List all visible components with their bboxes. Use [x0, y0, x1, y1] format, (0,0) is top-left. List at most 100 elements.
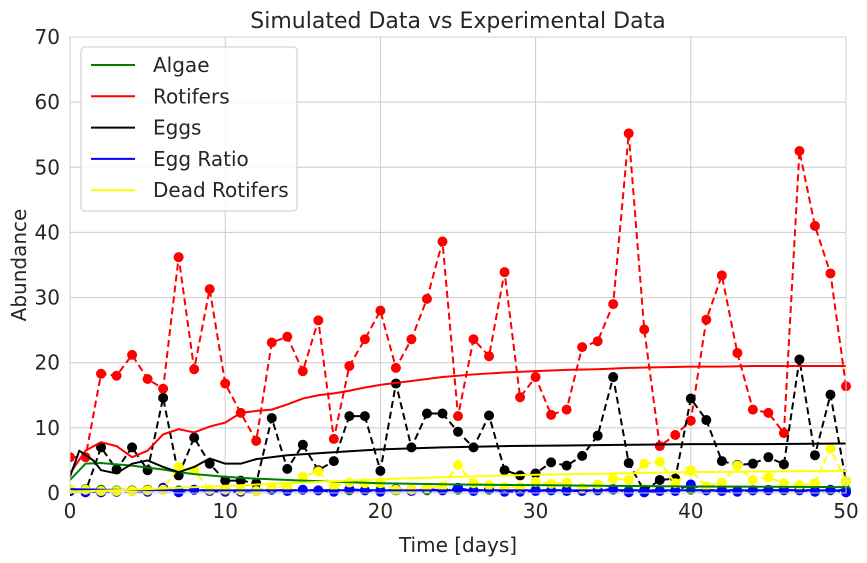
- experimental-point: [530, 372, 541, 383]
- experimental-point: [468, 334, 479, 345]
- experimental-point: [623, 474, 634, 485]
- experimental-point: [778, 428, 789, 439]
- experimental-point: [499, 465, 510, 476]
- legend-label: Egg Ratio: [153, 147, 249, 171]
- experimental-point: [763, 472, 774, 483]
- experimental-point: [608, 473, 619, 484]
- experimental-point: [794, 146, 805, 156]
- experimental-point: [375, 305, 386, 316]
- experimental-point: [437, 408, 448, 419]
- y-tick-label: 70: [35, 25, 60, 49]
- y-tick-label: 30: [35, 286, 60, 310]
- experimental-point: [328, 456, 339, 467]
- experimental-point: [437, 236, 448, 247]
- experimental-point: [577, 450, 588, 461]
- experimental-point: [608, 299, 619, 310]
- experimental-point: [561, 460, 572, 471]
- experimental-point: [685, 393, 696, 404]
- experimental-point: [251, 435, 262, 446]
- experimental-point: [561, 404, 572, 415]
- experimental-point: [204, 284, 215, 295]
- experimental-point: [809, 486, 820, 497]
- experimental-point: [778, 459, 789, 470]
- chart-title: Simulated Data vs Experimental Data: [250, 9, 665, 34]
- y-axis-label: Abundance: [7, 209, 31, 322]
- experimental-point: [297, 439, 308, 450]
- experimental-point: [375, 465, 386, 476]
- experimental-point: [375, 486, 386, 497]
- experimental-point: [453, 426, 463, 437]
- legend-label: Algae: [153, 53, 210, 77]
- experimental-point: [546, 457, 557, 468]
- tick-labels: 0 10 20 30 40 50 0 10 20 30 40 50 60 70: [35, 25, 859, 523]
- experimental-point: [685, 479, 696, 490]
- experimental-point: [127, 442, 138, 453]
- experimental-point: [732, 460, 743, 471]
- experimental-point: [142, 374, 153, 384]
- experimental-point: [639, 324, 650, 335]
- experimental-point: [623, 458, 634, 469]
- experimental-point: [825, 443, 836, 454]
- experimental-point: [608, 372, 619, 383]
- experimental-point: [685, 465, 696, 476]
- experimental-point: [127, 349, 138, 360]
- experimental-point: [809, 450, 820, 461]
- experimental-point: [623, 487, 634, 498]
- y-tick-label: 60: [35, 90, 60, 114]
- experimental-point: [654, 474, 665, 485]
- simulated-line-eggs: [70, 442, 847, 478]
- x-tick-label: 0: [64, 499, 77, 523]
- experimental-point: [778, 478, 789, 489]
- x-axis-label: Time [days]: [398, 533, 517, 557]
- experimental-point: [111, 370, 122, 381]
- legend-label: Dead Rotifers: [153, 178, 289, 202]
- experimental-point: [251, 478, 262, 489]
- experimental-point: [530, 468, 541, 479]
- experimental-point: [158, 392, 169, 403]
- experimental-point: [825, 268, 836, 279]
- y-tick-label: 20: [35, 351, 60, 375]
- experimental-point: [173, 461, 184, 472]
- experimental-point: [716, 477, 727, 488]
- experimental-point: [592, 430, 603, 441]
- experimental-point: [313, 466, 324, 477]
- x-tick-label: 50: [833, 499, 858, 523]
- experimental-point: [577, 342, 588, 353]
- experimental-point: [747, 458, 758, 469]
- experimental-point: [173, 252, 184, 263]
- experimental-point: [716, 270, 727, 281]
- plot-frame: [69, 36, 847, 494]
- simulated-line-dead-rotifers: [70, 469, 847, 493]
- experimental-point: [484, 351, 495, 362]
- experimental-point: [701, 314, 712, 325]
- experimental-point: [390, 362, 401, 373]
- legend-label: Rotifers: [153, 84, 230, 108]
- experimental-point: [359, 334, 370, 345]
- experimental-point: [670, 430, 681, 441]
- experimental-point: [453, 459, 463, 470]
- y-tick-label: 10: [35, 416, 60, 440]
- experimental-point: [96, 442, 107, 453]
- y-tick-label: 50: [35, 155, 60, 179]
- experimental-point: [421, 293, 432, 304]
- legend: Algae Rotifers Eggs Egg Ratio Dead Rotifers: [80, 46, 298, 212]
- experimental-point: [794, 480, 805, 491]
- x-tick-label: 20: [368, 499, 393, 523]
- experimental-point: [421, 408, 432, 419]
- plot-area: [70, 128, 851, 498]
- x-tick-label: 30: [523, 499, 548, 523]
- experimental-point: [546, 478, 557, 489]
- experimental-point: [499, 267, 510, 278]
- experimental-point: [204, 458, 215, 469]
- experimental-point: [732, 486, 743, 497]
- experimental-point: [654, 456, 665, 467]
- experimental-point: [484, 410, 495, 421]
- experimental-point: [546, 409, 557, 420]
- experimental-point: [809, 220, 820, 231]
- experimental-point: [763, 407, 774, 418]
- experimental-point: [732, 347, 743, 358]
- experimental-point: [344, 411, 355, 422]
- experimental-point: [592, 479, 603, 490]
- experimental-point: [313, 315, 324, 326]
